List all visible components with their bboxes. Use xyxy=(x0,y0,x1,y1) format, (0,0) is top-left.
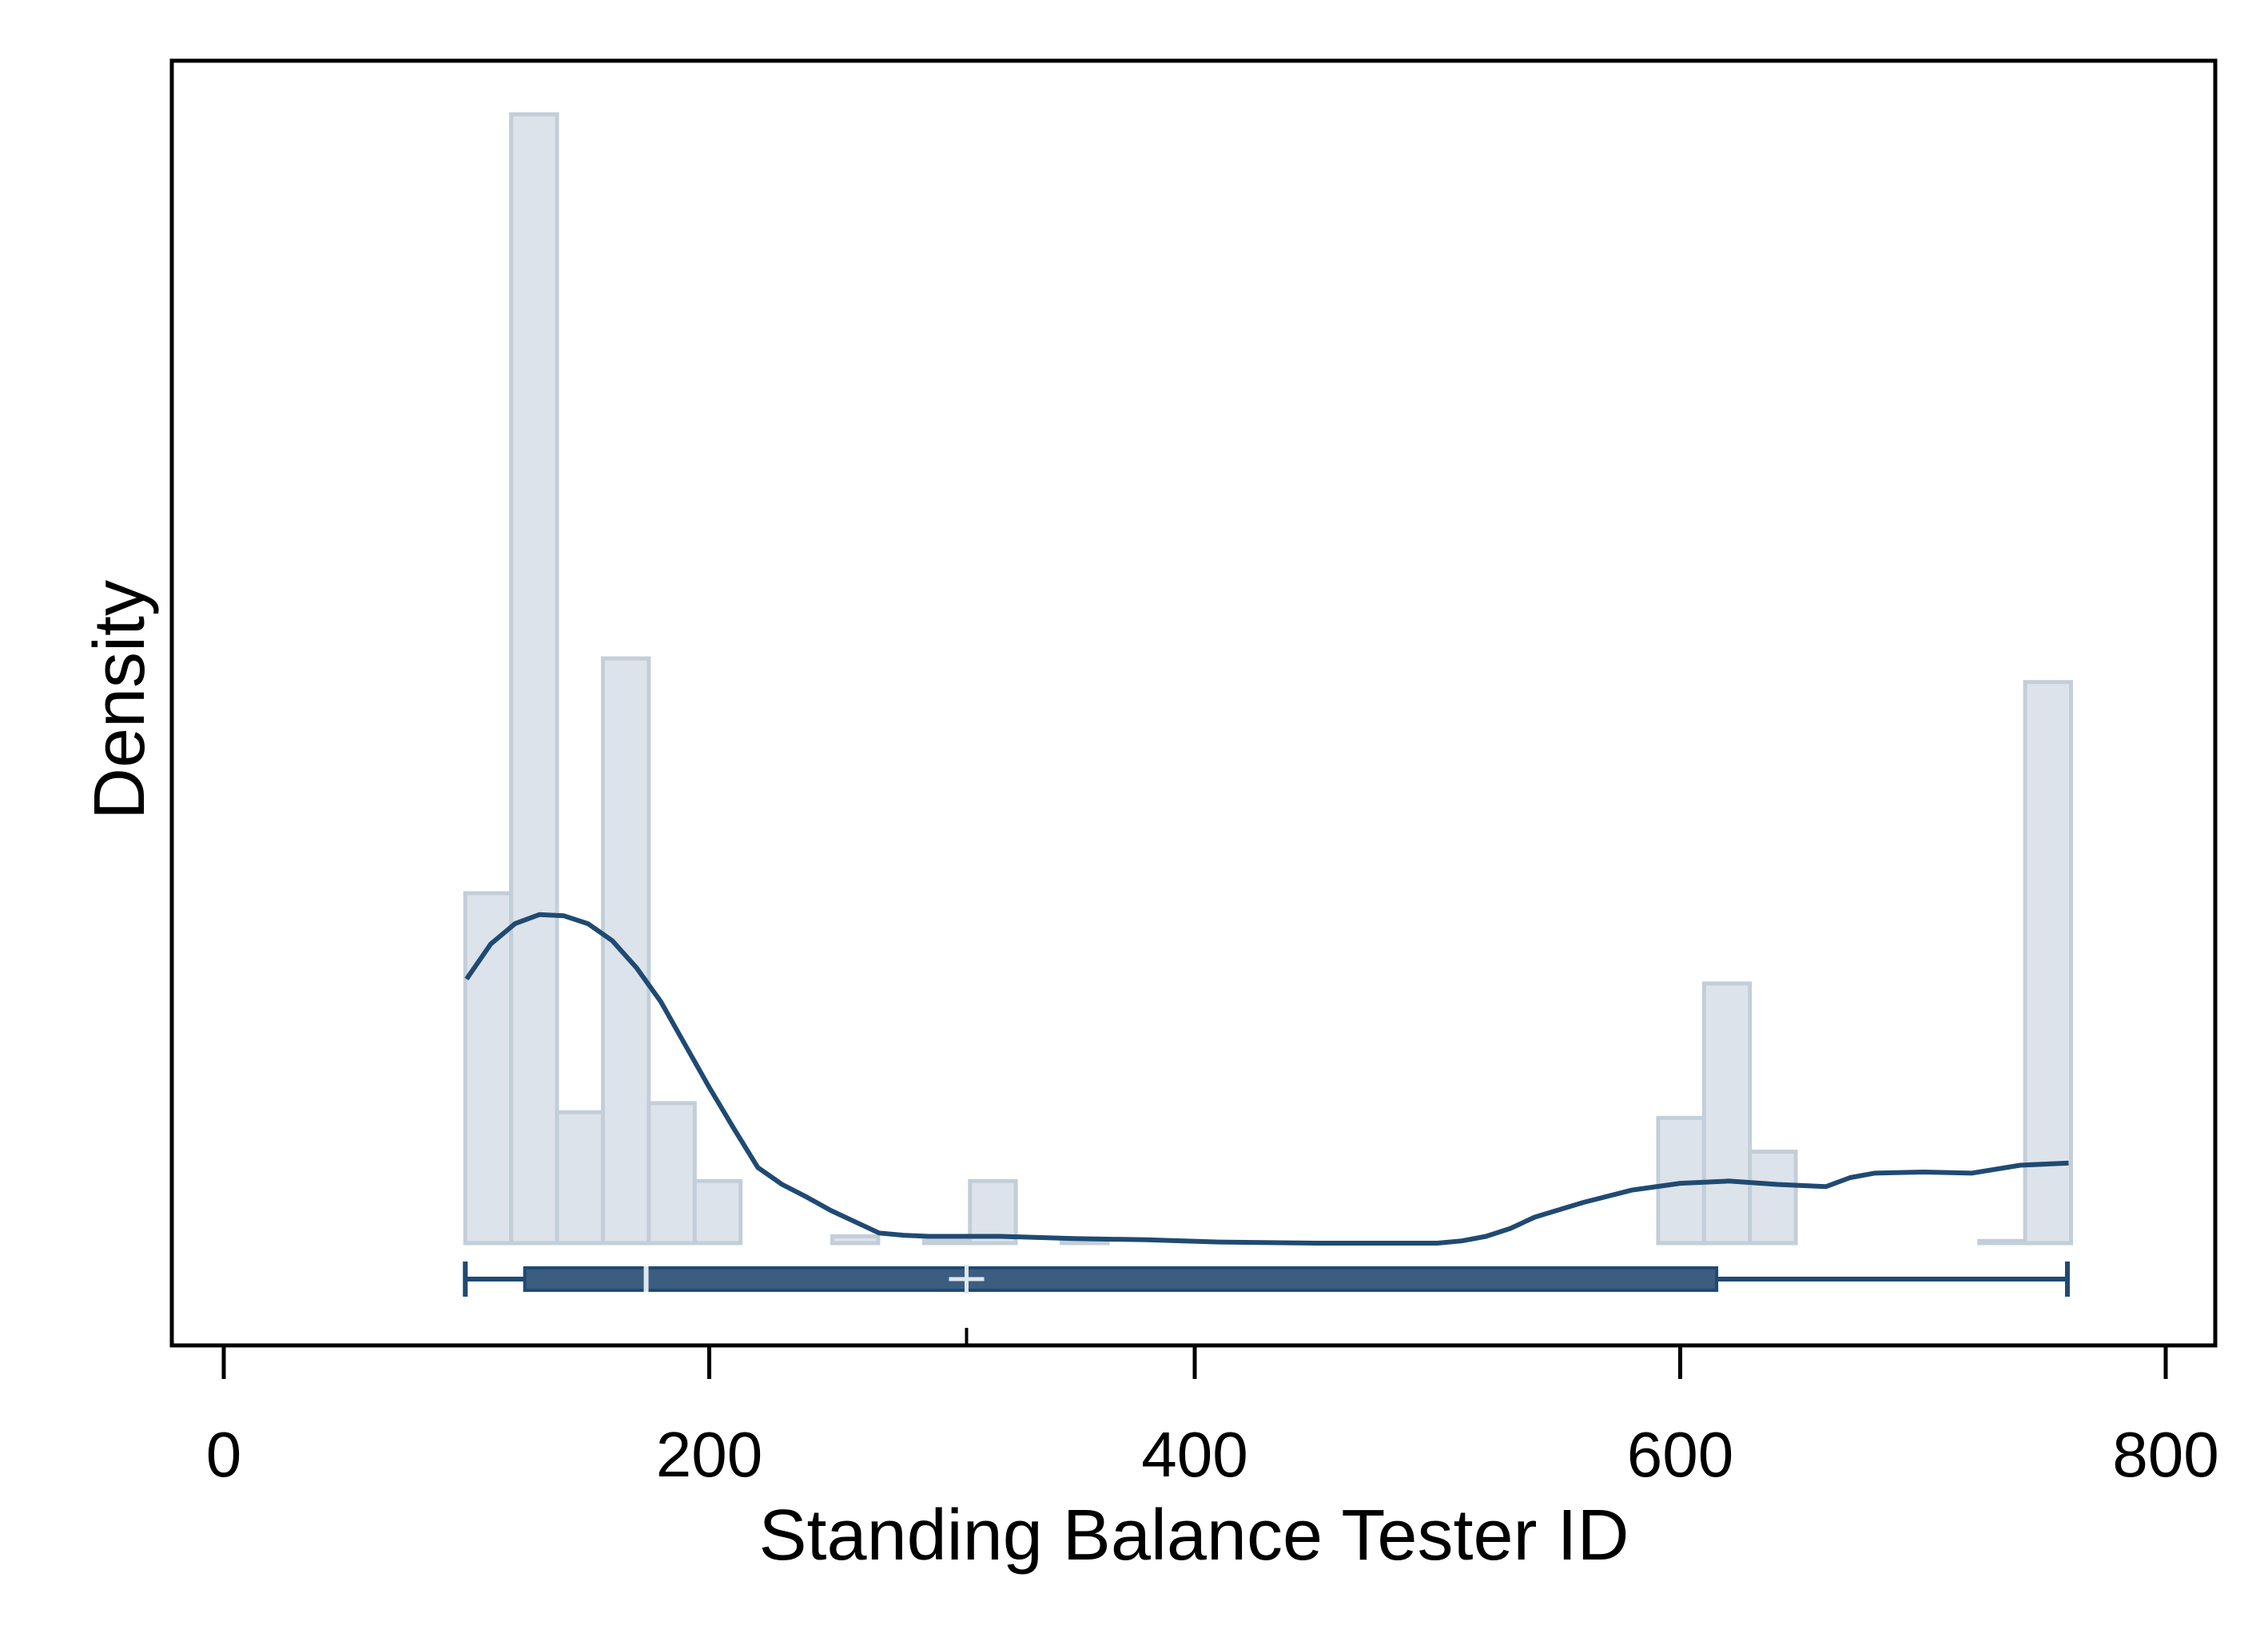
histogram-bar xyxy=(601,656,651,1246)
x-tick-label: 400 xyxy=(1141,1419,1247,1490)
boxplot xyxy=(463,1262,2070,1345)
histogram-bar xyxy=(692,1178,743,1246)
histogram-bar xyxy=(968,1178,1018,1246)
histogram-bar xyxy=(2023,680,2074,1246)
x-tick-label: 200 xyxy=(656,1419,762,1490)
boxplot-box xyxy=(523,1266,1719,1292)
histogram-bar xyxy=(921,1238,973,1246)
histogram-bar xyxy=(1977,1238,2027,1246)
x-tick-label: 0 xyxy=(206,1419,242,1490)
histogram-bar xyxy=(1701,981,1753,1246)
density-curve xyxy=(464,912,2069,1246)
histogram-bar xyxy=(555,1110,605,1246)
plot-frame xyxy=(169,58,2218,1348)
x-tick-label: 600 xyxy=(1627,1419,1733,1490)
histogram-bar xyxy=(509,112,559,1246)
histogram-bar xyxy=(647,1101,697,1246)
histogram-bar xyxy=(830,1234,881,1246)
x-axis-title: Standing Balance Tester ID xyxy=(758,1496,1629,1575)
x-tick-label: 800 xyxy=(2112,1419,2218,1490)
x-axis: 0 200 400 600 800 xyxy=(206,1347,2219,1490)
histogram-bar xyxy=(1748,1150,1798,1246)
y-axis-title: Density xyxy=(80,580,160,820)
